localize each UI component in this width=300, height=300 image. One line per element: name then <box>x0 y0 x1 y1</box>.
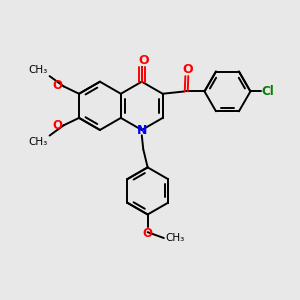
Text: CH₃: CH₃ <box>29 64 48 75</box>
Text: Cl: Cl <box>261 85 274 98</box>
Text: CH₃: CH₃ <box>165 233 184 243</box>
Text: N: N <box>136 124 147 137</box>
Text: O: O <box>53 119 63 132</box>
Text: O: O <box>143 227 153 240</box>
Text: CH₃: CH₃ <box>29 137 48 147</box>
Text: O: O <box>182 63 193 76</box>
Text: O: O <box>53 79 63 92</box>
Text: O: O <box>138 54 148 67</box>
